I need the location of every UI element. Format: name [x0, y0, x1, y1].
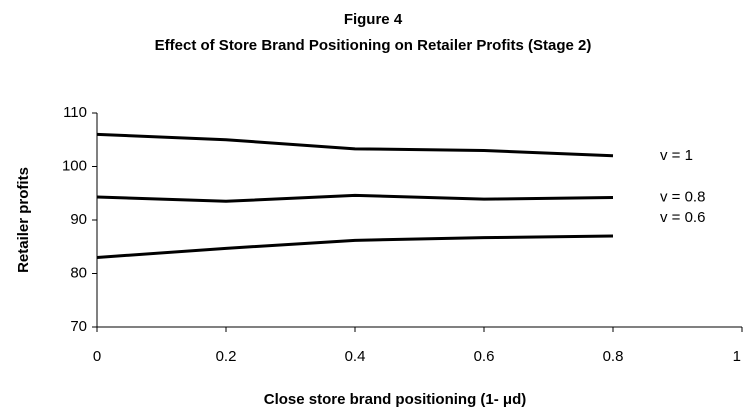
y-tick-label: 90: [70, 211, 87, 228]
chart-title: Figure 4: [344, 11, 403, 28]
x-axis-label: Close store brand positioning (1- μd): [264, 391, 527, 408]
series-line: [96, 234, 614, 259]
series-label: v = 1: [660, 147, 693, 164]
x-tick-label: 0.8: [603, 348, 624, 365]
series-label: v = 0.6: [660, 209, 705, 226]
x-tick-label: 0.2: [216, 348, 237, 365]
series-label: v = 0.8: [660, 188, 705, 205]
series-line: [96, 193, 614, 203]
series-line: [96, 132, 614, 158]
chart-subtitle: Effect of Store Brand Positioning on Ret…: [155, 37, 592, 54]
y-tick-label: 110: [63, 104, 87, 121]
x-tick-label: 0.6: [474, 348, 495, 365]
y-tick-label: 100: [62, 157, 87, 174]
x-tick-label: 1: [733, 348, 741, 365]
y-axis-label: Retailer profits: [15, 167, 32, 273]
y-tick-label: 80: [70, 264, 87, 281]
x-tick-label: 0: [93, 348, 101, 365]
y-tick-label: 70: [70, 318, 87, 335]
x-tick-label: 0.4: [345, 348, 366, 365]
